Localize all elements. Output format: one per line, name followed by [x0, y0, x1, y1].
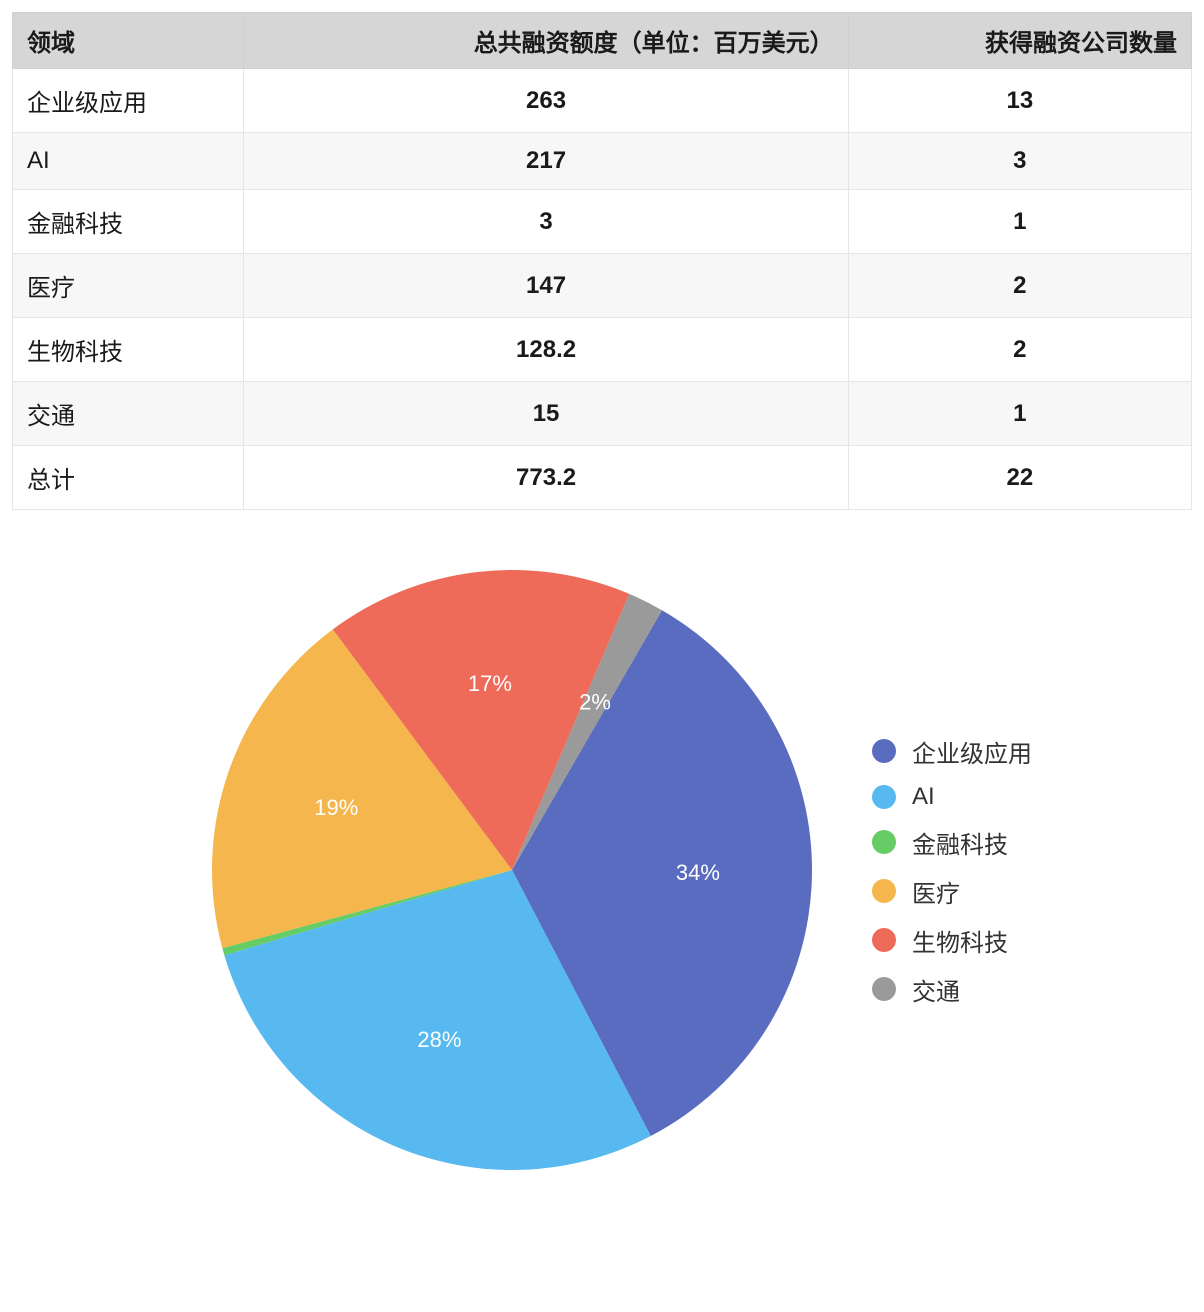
col-header-count: 获得融资公司数量 [848, 13, 1191, 69]
table-cell: 金融科技 [13, 190, 244, 254]
table-row: 医疗1472 [13, 254, 1192, 318]
table-cell: 773.2 [244, 446, 848, 510]
legend-swatch [872, 928, 896, 952]
table-cell: 263 [244, 69, 848, 133]
legend-label: 企业级应用 [912, 734, 1032, 769]
legend-item: AI [872, 783, 1032, 811]
pie-slice-label: 19% [314, 795, 358, 820]
table-cell: 22 [848, 446, 1191, 510]
table-row: 生物科技128.22 [13, 318, 1192, 382]
legend-item: 交通 [872, 972, 1032, 1007]
table-cell: 2 [848, 318, 1191, 382]
table-row: 交通151 [13, 382, 1192, 446]
table-cell: 2 [848, 254, 1191, 318]
legend-swatch [872, 739, 896, 763]
legend-item: 金融科技 [872, 825, 1032, 860]
legend-label: 金融科技 [912, 825, 1008, 860]
pie-slice-label: 28% [417, 1027, 461, 1052]
table-cell: 总计 [13, 446, 244, 510]
table-cell: 3 [848, 133, 1191, 190]
table-cell: 217 [244, 133, 848, 190]
table-cell: 13 [848, 69, 1191, 133]
col-header-amount: 总共融资额度（单位：百万美元） [244, 13, 848, 69]
table-cell: 1 [848, 190, 1191, 254]
legend-label: 生物科技 [912, 923, 1008, 958]
table-header-row: 领域 总共融资额度（单位：百万美元） 获得融资公司数量 [13, 13, 1192, 69]
legend-item: 企业级应用 [872, 734, 1032, 769]
pie-slice-label: 17% [468, 671, 512, 696]
legend-item: 生物科技 [872, 923, 1032, 958]
col-header-domain: 领域 [13, 13, 244, 69]
table-cell: 1 [848, 382, 1191, 446]
table-row: 总计773.222 [13, 446, 1192, 510]
legend-label: 医疗 [912, 874, 960, 909]
table-cell: AI [13, 133, 244, 190]
table-cell: 企业级应用 [13, 69, 244, 133]
legend-swatch [872, 879, 896, 903]
legend-swatch [872, 830, 896, 854]
table-cell: 147 [244, 254, 848, 318]
chart-area: 34% 28% 19% 17% 2% 企业级应用 AI 金融科技医疗生物科技交通 [12, 570, 1192, 1170]
legend: 企业级应用 AI 金融科技医疗生物科技交通 [872, 734, 1032, 1007]
table-cell: 15 [244, 382, 848, 446]
legend-label: 交通 [912, 972, 960, 1007]
table-cell: 交通 [13, 382, 244, 446]
legend-swatch [872, 977, 896, 1001]
legend-label: AI [912, 783, 935, 811]
pie-slice-label: 2% [579, 689, 611, 714]
table-row: 企业级应用26313 [13, 69, 1192, 133]
table-cell: 3 [244, 190, 848, 254]
table-cell: 生物科技 [13, 318, 244, 382]
table-row: AI2173 [13, 133, 1192, 190]
pie-chart: 34% 28% 19% 17% 2% [212, 570, 812, 1170]
table-cell: 128.2 [244, 318, 848, 382]
table-cell: 医疗 [13, 254, 244, 318]
pie-slice-label: 34% [676, 860, 720, 885]
legend-item: 医疗 [872, 874, 1032, 909]
funding-table: 领域 总共融资额度（单位：百万美元） 获得融资公司数量 企业级应用26313AI… [12, 12, 1192, 510]
table-row: 金融科技31 [13, 190, 1192, 254]
legend-swatch [872, 785, 896, 809]
